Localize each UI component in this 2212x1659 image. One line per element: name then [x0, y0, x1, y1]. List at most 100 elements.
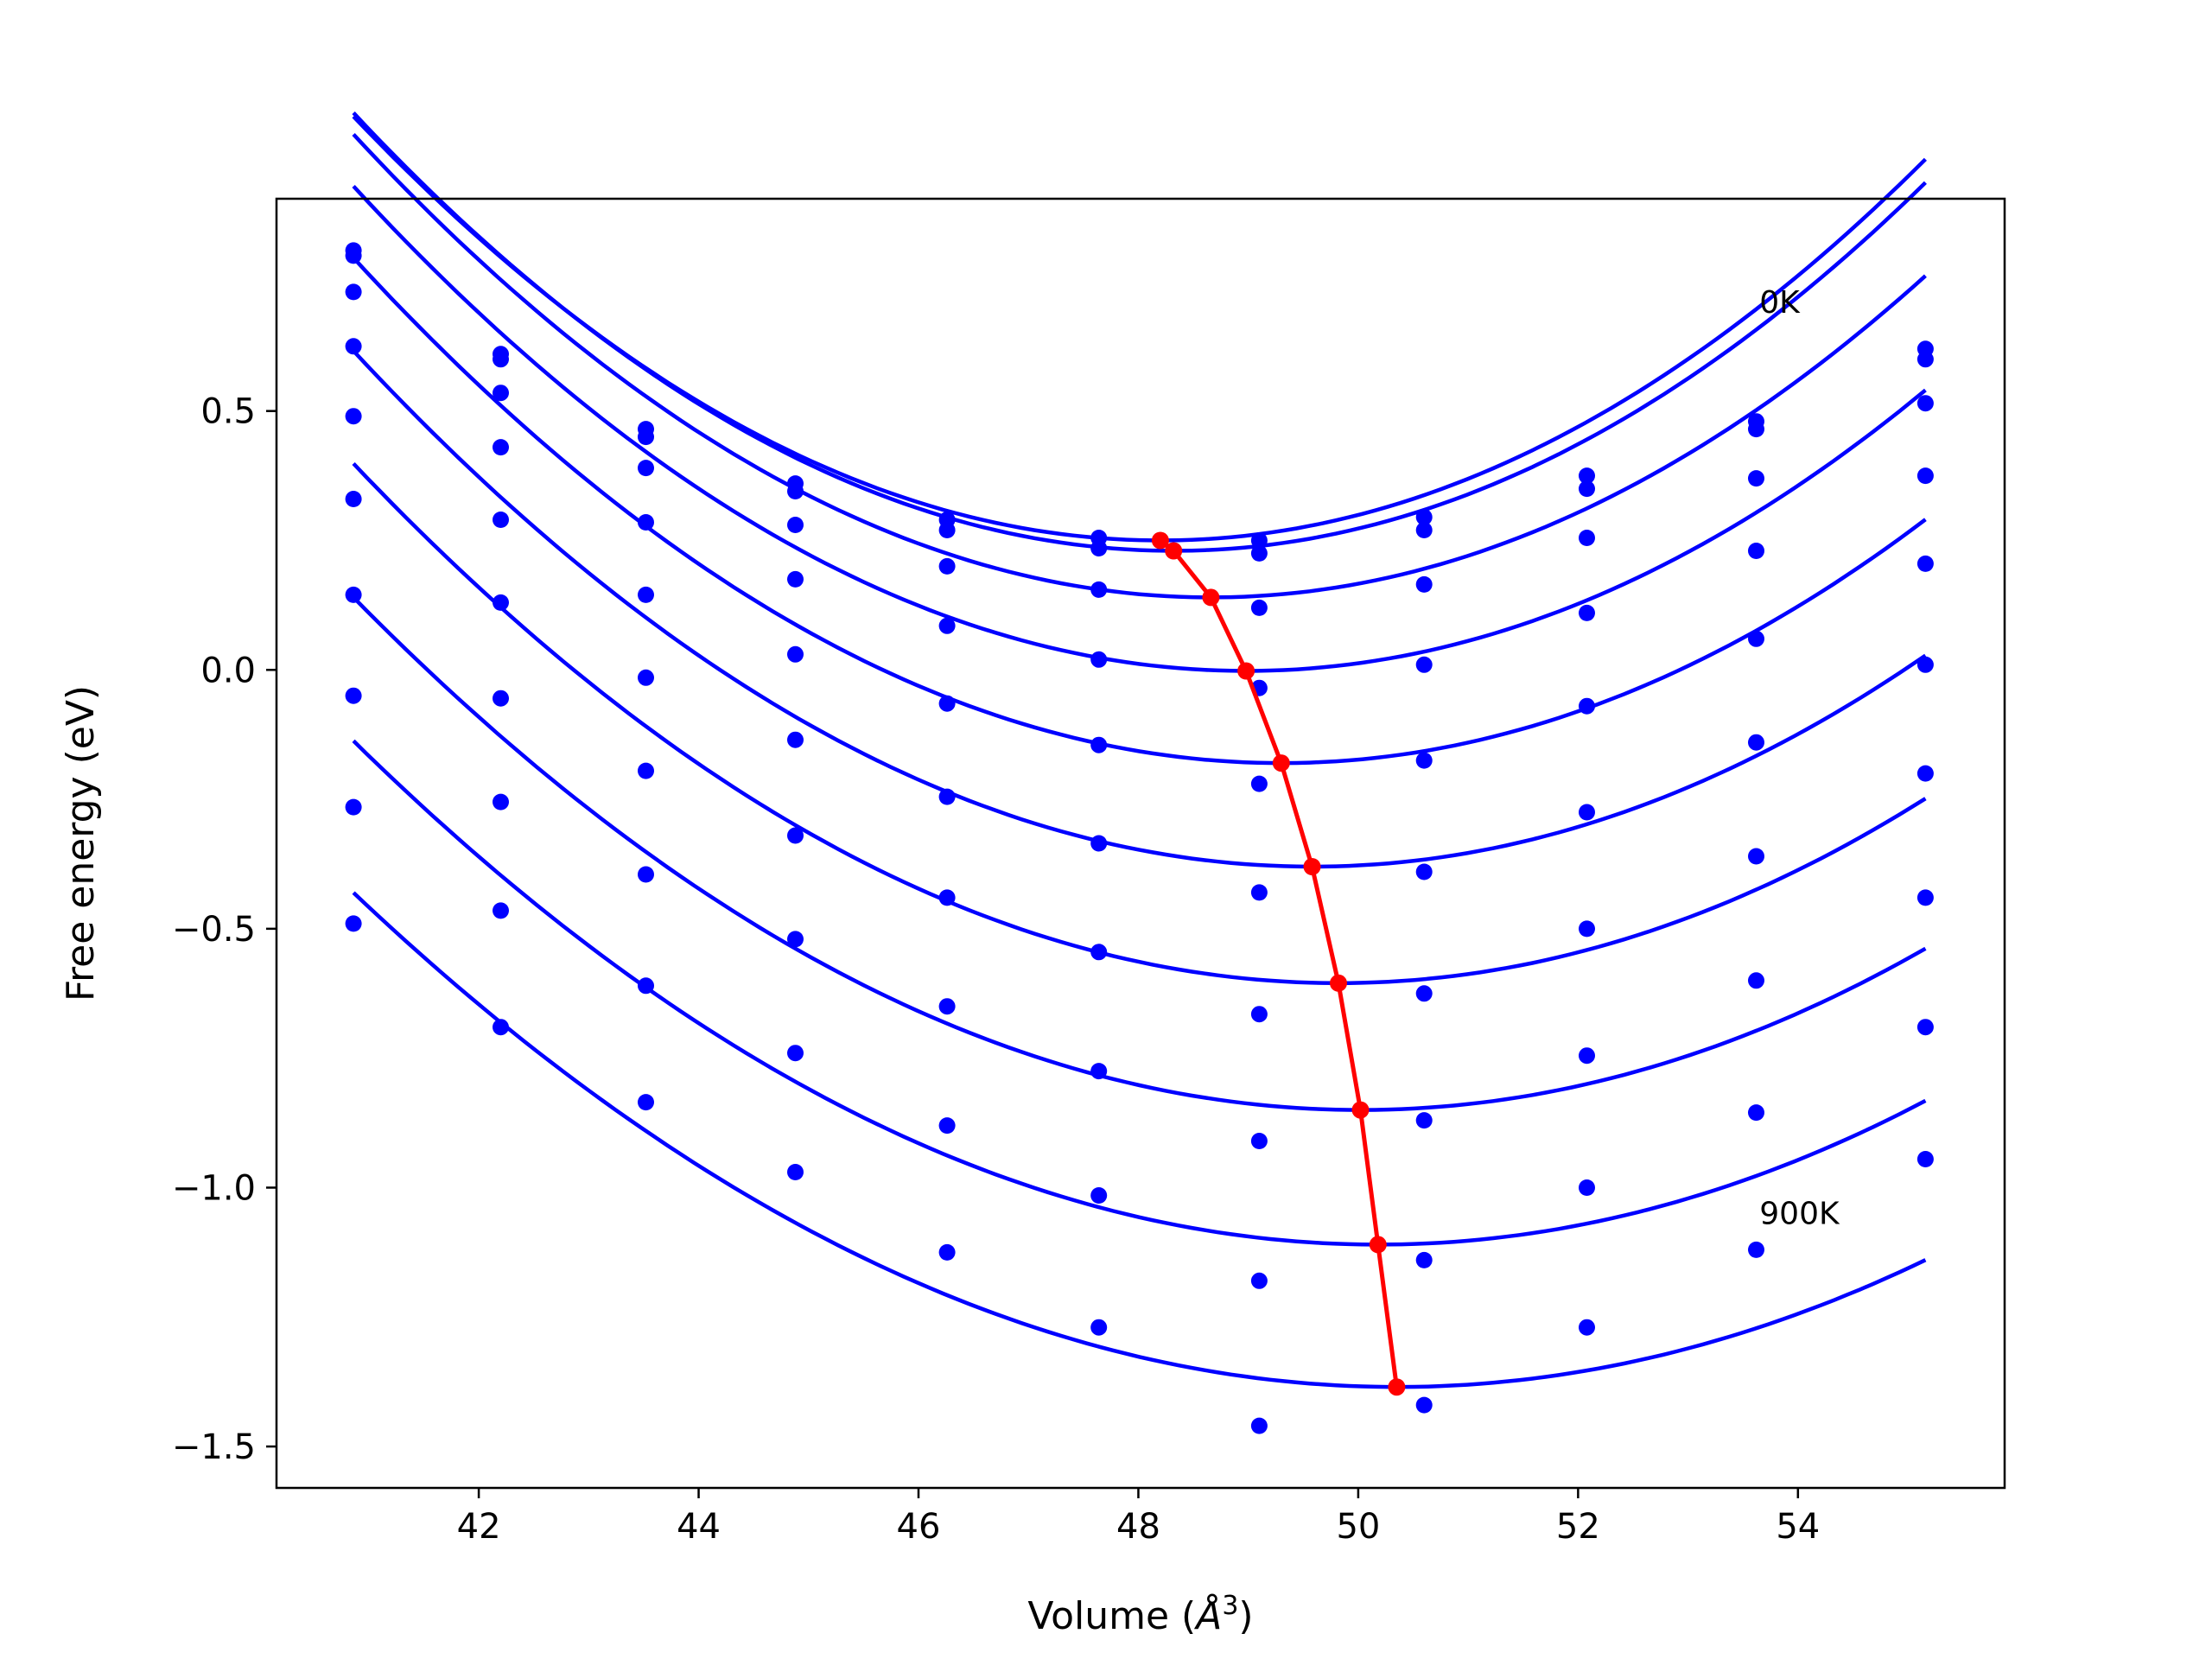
x-tick-label: 52 — [1556, 1507, 1600, 1547]
data-point — [938, 557, 956, 575]
fit-curve-4 — [352, 256, 1927, 766]
data-point — [938, 889, 956, 906]
data-point — [1090, 540, 1108, 556]
data-point — [1916, 765, 1934, 782]
data-point — [1916, 1019, 1934, 1036]
data-point — [345, 408, 362, 425]
data-point — [1250, 775, 1268, 792]
data-point — [1090, 1187, 1108, 1204]
equilibrium-point — [1330, 974, 1347, 992]
data-point — [1090, 835, 1108, 852]
data-point — [1579, 530, 1595, 546]
data-point — [493, 385, 509, 402]
data-point — [1579, 804, 1595, 821]
data-point — [345, 247, 362, 264]
annotation-label: 900K — [1759, 1196, 1840, 1231]
data-point — [1579, 697, 1595, 715]
data-point — [938, 522, 956, 538]
data-point — [1250, 884, 1268, 901]
equilibrium-point — [1303, 858, 1321, 875]
data-point — [1579, 920, 1595, 938]
data-point — [1415, 752, 1433, 769]
fit-curve-9 — [352, 891, 1927, 1389]
data-point — [787, 1045, 804, 1062]
data-point — [345, 283, 362, 301]
data-point — [493, 793, 509, 810]
data-point — [1748, 630, 1764, 647]
data-point — [1579, 467, 1595, 485]
plot-frame — [275, 197, 2006, 1490]
data-point — [345, 687, 362, 704]
data-point — [1415, 1251, 1433, 1268]
data-point — [938, 788, 956, 805]
data-point — [1090, 736, 1108, 753]
data-point — [638, 1094, 654, 1111]
data-point — [1579, 604, 1595, 621]
data-point — [1090, 1319, 1108, 1336]
data-point — [493, 512, 509, 528]
data-point — [1250, 1006, 1268, 1023]
data-point — [787, 570, 804, 588]
data-point — [938, 617, 956, 634]
y-axis-ticks: 0.5 0.0 −0.5 −1.0 −1.5 — [172, 392, 276, 1467]
data-point — [638, 460, 654, 477]
data-point — [787, 731, 804, 748]
data-point — [493, 351, 509, 368]
fit-curve-8 — [352, 739, 1927, 1247]
data-point — [1579, 1179, 1595, 1196]
data-point — [1415, 522, 1433, 538]
data-point — [638, 586, 654, 603]
y-tick-label: −1.5 — [172, 1427, 256, 1467]
data-point — [1090, 1063, 1108, 1080]
data-point — [1250, 1272, 1268, 1289]
data-point — [345, 586, 362, 603]
data-point — [1748, 1104, 1764, 1122]
data-point — [345, 915, 362, 932]
data-points — [345, 242, 1934, 1434]
data-point — [493, 1019, 509, 1036]
data-point — [638, 762, 654, 779]
y-axis-label: Free energy (eV) — [59, 685, 103, 1001]
data-point — [493, 439, 509, 456]
data-point — [1090, 651, 1108, 668]
y-tick-label: 0.5 — [200, 392, 256, 432]
data-point — [787, 827, 804, 844]
y-tick-label: 0.0 — [200, 651, 256, 690]
x-tick-label: 46 — [897, 1507, 941, 1547]
fit-curve-1 — [352, 111, 1927, 553]
x-tick-label: 42 — [457, 1507, 501, 1547]
data-point — [787, 931, 804, 948]
fit-curve-5 — [352, 349, 1927, 869]
data-point — [938, 695, 956, 712]
data-point — [787, 645, 804, 663]
data-point — [1415, 985, 1433, 1002]
data-point — [1250, 532, 1268, 549]
equilibrium-path — [1159, 538, 1399, 1388]
data-point — [1748, 972, 1764, 989]
annotations: 0K 900K — [1759, 285, 1840, 1232]
fit-curve-7 — [352, 595, 1927, 1112]
data-point — [1748, 421, 1764, 438]
data-point — [787, 1164, 804, 1180]
equilibrium-point — [1237, 662, 1255, 680]
x-tick-label: 50 — [1336, 1507, 1380, 1547]
data-point — [638, 514, 654, 531]
data-point — [1415, 1112, 1433, 1129]
data-point — [1415, 1396, 1433, 1414]
data-point — [1415, 575, 1433, 593]
data-point — [1250, 1417, 1268, 1434]
data-point — [638, 977, 654, 995]
data-point — [787, 517, 804, 533]
data-point — [1916, 395, 1934, 412]
data-point — [1916, 889, 1934, 906]
data-point — [1415, 863, 1433, 880]
data-point — [1916, 1151, 1934, 1167]
annotation-label: 0K — [1759, 285, 1801, 321]
data-point — [1916, 555, 1934, 572]
data-point — [1916, 467, 1934, 485]
data-point — [1748, 543, 1764, 559]
fit-curve-2 — [352, 132, 1927, 600]
data-point — [345, 491, 362, 507]
data-point — [493, 594, 509, 611]
data-point — [493, 902, 509, 919]
